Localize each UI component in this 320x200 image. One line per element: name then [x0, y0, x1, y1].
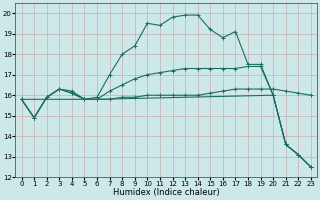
- X-axis label: Humidex (Indice chaleur): Humidex (Indice chaleur): [113, 188, 220, 197]
